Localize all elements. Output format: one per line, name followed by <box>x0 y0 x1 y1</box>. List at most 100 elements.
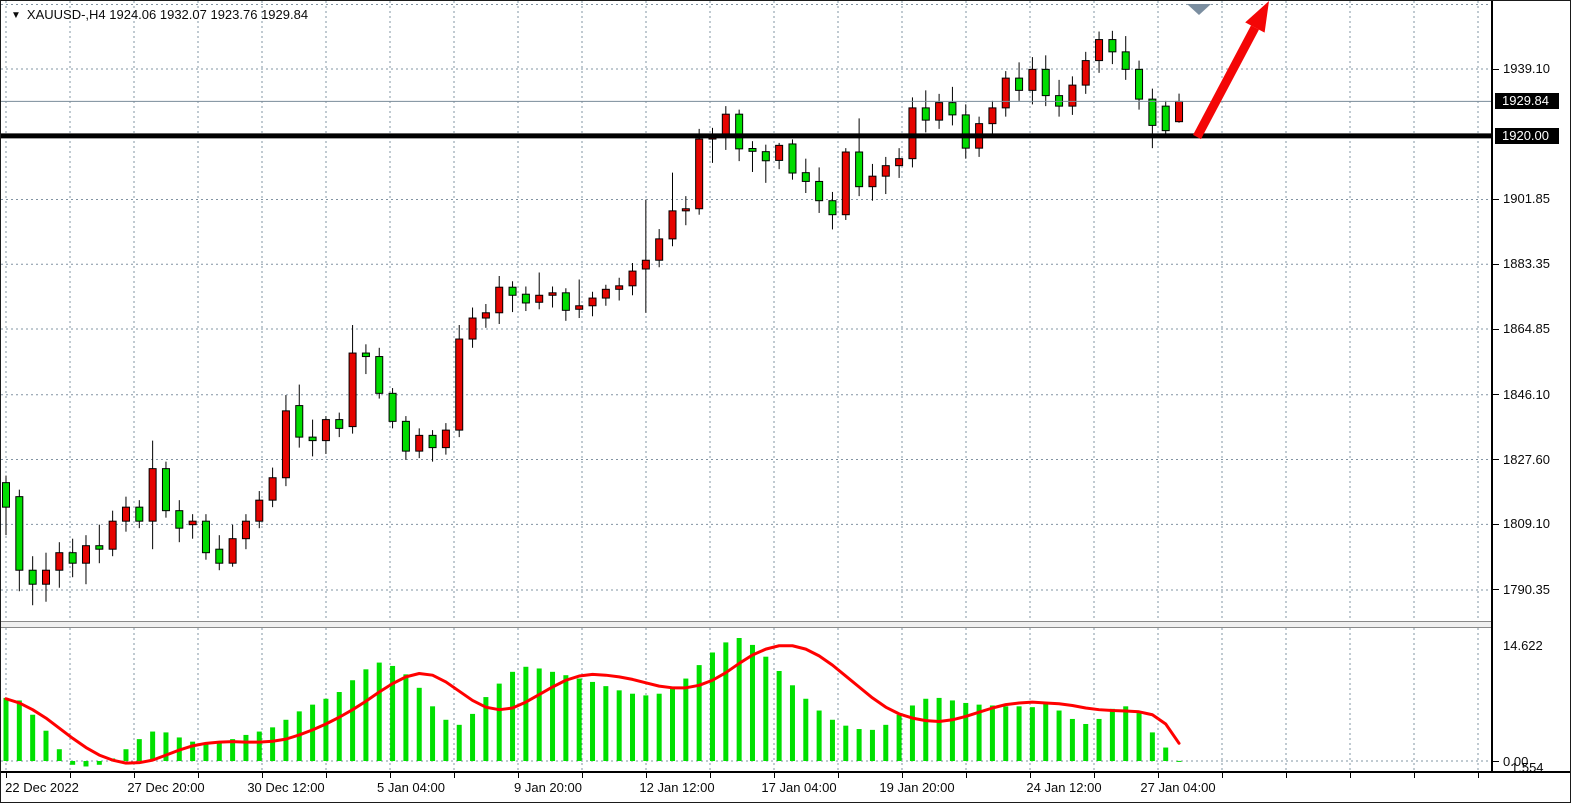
macd-histogram-bar <box>323 698 329 761</box>
candlestick <box>1041 55 1050 107</box>
candlestick-chart[interactable] <box>1 1 1491 621</box>
macd-histogram-bar <box>203 744 209 761</box>
candlestick <box>175 500 184 543</box>
macd-histogram-bar <box>963 702 969 761</box>
macd-histogram-bar <box>723 642 729 761</box>
macd-histogram-bar <box>736 637 742 761</box>
macd-histogram-bar <box>83 761 89 767</box>
macd-histogram-bar <box>56 749 62 761</box>
candlestick <box>455 325 464 438</box>
bear-candle-body <box>161 468 170 512</box>
bull-candle-body <box>655 238 664 261</box>
bear-candle-body <box>28 569 37 585</box>
bull-candle-body <box>148 468 157 522</box>
candlestick <box>508 281 517 313</box>
bull-candle-body <box>1081 60 1090 86</box>
candlestick <box>201 514 210 560</box>
bear-candle-body <box>201 520 210 554</box>
bull-candle-body <box>1001 77 1010 109</box>
bear-candle-body <box>428 434 437 449</box>
candlestick <box>68 538 77 578</box>
macd-histogram-bar <box>683 678 689 761</box>
macd-histogram-bar <box>576 678 582 761</box>
candlestick <box>1028 57 1037 105</box>
time-axis-tick <box>1414 773 1415 778</box>
bear-candle-body <box>1055 95 1064 107</box>
time-axis[interactable]: 22 Dec 2022 27 Dec 20:00 30 Dec 12:00 5 Jan… <box>1 771 1570 802</box>
bull-candle-body <box>548 292 557 296</box>
macd-histogram-bar <box>523 666 529 761</box>
chart-title-ohlc: XAUUSD-,H4 1924.06 1932.07 1923.76 1929.… <box>26 7 309 22</box>
bid-price-label: 1929.84 <box>1495 93 1559 110</box>
symbol-dropdown-icon[interactable]: ▼ <box>11 10 21 21</box>
bear-candle-body <box>335 419 344 429</box>
macd-histogram-bar <box>536 668 542 761</box>
macd-histogram-bar <box>496 683 502 761</box>
candlestick <box>588 291 597 317</box>
candlestick <box>441 423 450 455</box>
price-axis-tick <box>1493 263 1499 265</box>
macd-histogram-bar <box>16 700 22 761</box>
bear-candle-body <box>1161 105 1170 132</box>
bull-candle-body <box>881 165 890 177</box>
candlestick <box>95 524 104 564</box>
macd-chart[interactable] <box>1 628 1491 771</box>
candlestick <box>575 279 584 319</box>
macd-histogram-bar <box>670 688 675 761</box>
bear-candle-body <box>135 506 144 522</box>
candlestick <box>1148 88 1157 149</box>
pane-splitter[interactable] <box>1 621 1570 628</box>
bear-candle-body <box>761 151 770 162</box>
candlestick <box>215 535 224 571</box>
macd-histogram-bar <box>416 687 422 761</box>
bull-candle-body <box>241 520 250 540</box>
time-tick-label: 27 Jan 04:00 <box>1140 780 1216 795</box>
bull-candle-body <box>455 338 464 431</box>
bull-candle-body <box>668 210 677 240</box>
macd-histogram-bar <box>789 685 795 761</box>
time-tick-label: 9 Jan 20:00 <box>514 780 582 795</box>
macd-histogram-bar <box>883 724 889 761</box>
chart-shift-triangle-icon <box>1187 4 1211 15</box>
macd-histogram-bar <box>70 761 76 765</box>
macd-histogram-bar <box>163 732 169 761</box>
time-axis-tick <box>134 773 135 778</box>
macd-histogram-bar <box>123 749 129 761</box>
macd-histogram-bar <box>1163 747 1169 761</box>
candlestick <box>41 552 50 602</box>
candlestick <box>748 141 757 172</box>
price-axis-tick <box>1493 459 1499 461</box>
candlestick <box>148 440 157 550</box>
price-tick-label: 1809.10 <box>1503 516 1550 532</box>
chart-title: ▼ XAUUSD-,H4 1924.06 1932.07 1923.76 1929… <box>11 7 308 22</box>
macd-histogram-bar <box>443 719 449 761</box>
time-axis-tick <box>582 773 583 778</box>
trend-arrow-shaft <box>1193 25 1259 140</box>
time-tick-label: 22 Dec 2022 <box>5 780 79 795</box>
macd-indicator-pane[interactable]: MACD(12,26,9) 0.011 2.101 <box>1 628 1491 771</box>
macd-histogram-bar <box>3 697 9 761</box>
bear-candle-body <box>948 102 957 116</box>
time-axis-tick <box>1094 773 1095 778</box>
macd-histogram-bar <box>1176 760 1182 762</box>
macd-histogram-bar <box>1056 710 1062 761</box>
bear-candle-body <box>1015 77 1024 91</box>
macd-histogram-bar <box>976 704 982 761</box>
trend-arrow-head-icon <box>1245 1 1269 33</box>
macd-histogram-bar <box>243 734 249 761</box>
macd-histogram-bar <box>1029 707 1035 761</box>
bull-candle-body <box>601 288 610 299</box>
time-axis-tick <box>646 773 647 778</box>
macd-histogram-bar <box>216 742 222 761</box>
price-chart-pane[interactable]: ▼ XAUUSD-,H4 1924.06 1932.07 1923.76 1929… <box>1 1 1491 621</box>
macd-histogram-bar <box>829 719 835 761</box>
bull-candle-body <box>415 434 424 452</box>
price-axis[interactable]: 1939.10 1901.85 1883.35 1864.85 1846.10 1827.… <box>1491 1 1570 775</box>
time-axis-tick <box>966 773 967 778</box>
macd-histogram-bar <box>456 724 462 761</box>
candlestick <box>628 263 637 296</box>
bear-candle-body <box>801 172 810 182</box>
bull-candle-body <box>841 151 850 216</box>
macd-histogram-bar <box>856 729 862 761</box>
